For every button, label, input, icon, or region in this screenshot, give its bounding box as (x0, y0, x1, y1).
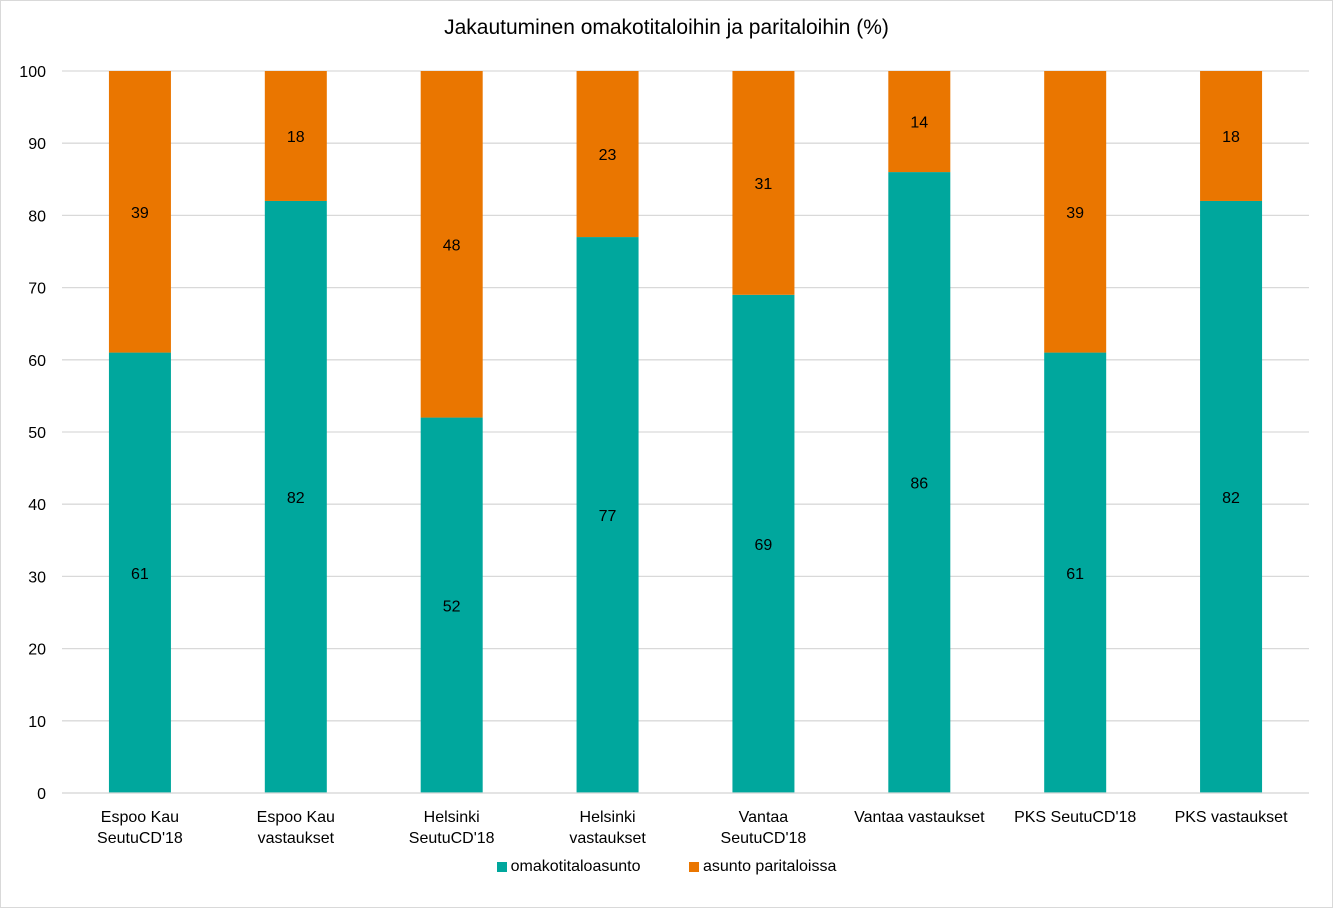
bar-omakotitaloasunto (1200, 200, 1263, 793)
data-label: 82 (287, 490, 305, 507)
data-label: 77 (599, 508, 617, 525)
bar-asunto-paritaloissa (1044, 71, 1107, 353)
legend-swatch-omakotitaloasunto (496, 862, 507, 872)
y-tick-label: 100 (19, 64, 46, 81)
x-tick-label: Helsinki (580, 809, 636, 826)
x-tick-label: vastaukset (258, 830, 335, 847)
x-tick-label: SeutuCD'18 (721, 830, 807, 847)
bar-omakotitaloasunto (576, 237, 639, 793)
bar-asunto-paritaloissa (108, 71, 171, 353)
y-tick-label: 60 (28, 353, 46, 370)
bar-asunto-paritaloissa (264, 71, 327, 201)
y-tick-label: 0 (37, 786, 46, 803)
x-tick-label: PKS vastaukset (1175, 809, 1289, 826)
legend-label: asunto paritaloissa (702, 858, 837, 875)
bar-asunto-paritaloissa (888, 71, 951, 173)
legend-swatch-asunto-paritaloissa (688, 862, 699, 872)
bar-omakotitaloasunto (1044, 352, 1107, 793)
data-label: 39 (1066, 205, 1084, 222)
x-tick-label: Espoo Kau (101, 809, 179, 826)
y-tick-label: 30 (28, 569, 46, 586)
y-tick-label: 10 (28, 714, 46, 731)
y-tick-label: 90 (28, 136, 46, 153)
data-label: 23 (599, 147, 617, 164)
x-tick-label: PKS SeutuCD'18 (1014, 809, 1136, 826)
legend: omakotitaloasunto asunto paritaloissa (0, 858, 1333, 877)
bar-omakotitaloasunto (108, 352, 171, 793)
x-tick-label: Vantaa vastaukset (854, 809, 985, 826)
bar-omakotitaloasunto (888, 172, 951, 793)
x-tick-label: SeutuCD'18 (409, 830, 495, 847)
data-label: 18 (287, 129, 305, 146)
data-label: 52 (443, 598, 461, 615)
x-tick-label: Espoo Kau (257, 809, 335, 826)
bar-asunto-paritaloissa (1200, 71, 1263, 201)
bar-omakotitaloasunto (264, 200, 327, 793)
bar-omakotitaloasunto (420, 417, 483, 793)
bar-asunto-paritaloissa (732, 71, 795, 295)
data-label: 18 (1222, 129, 1240, 146)
y-tick-label: 50 (28, 425, 46, 442)
x-tick-label: SeutuCD'18 (97, 830, 183, 847)
data-label: 69 (755, 537, 773, 554)
data-label: 31 (755, 176, 773, 193)
bar-asunto-paritaloissa (576, 71, 639, 238)
y-tick-label: 40 (28, 497, 46, 514)
data-label: 86 (910, 476, 928, 493)
x-tick-label: Helsinki (424, 809, 480, 826)
chart-title: Jakautuminen omakotitaloihin ja paritalo… (444, 16, 889, 39)
data-label: 61 (1066, 566, 1084, 583)
data-label: 82 (1222, 490, 1240, 507)
y-tick-label: 70 (28, 281, 46, 298)
y-tick-label: 80 (28, 208, 46, 225)
legend-item-asunto-paritaloissa: asunto paritaloissa (688, 858, 837, 876)
data-label: 61 (131, 566, 149, 583)
y-tick-label: 20 (28, 642, 46, 659)
x-tick-label: Vantaa (739, 809, 789, 826)
legend-item-omakotitaloasunto: omakotitaloasunto (496, 858, 641, 876)
data-label: 39 (131, 205, 149, 222)
data-label: 14 (910, 115, 928, 132)
data-label: 48 (443, 237, 461, 254)
bar-asunto-paritaloissa (420, 71, 483, 418)
legend-label: omakotitaloasunto (510, 858, 641, 875)
x-tick-label: vastaukset (569, 830, 646, 847)
bar-omakotitaloasunto (732, 294, 795, 793)
